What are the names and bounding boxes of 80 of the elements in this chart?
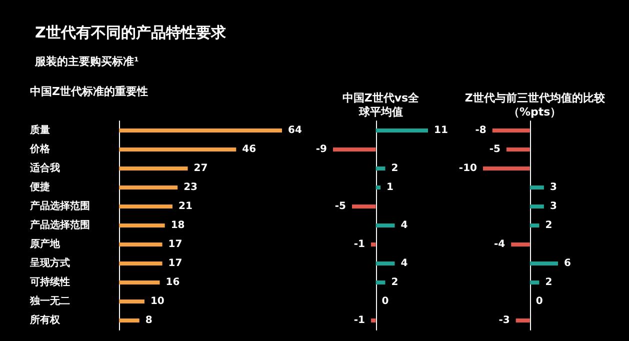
data-label: -10 [458,163,478,174]
bar [530,186,544,190]
data-label: -1 [354,239,366,250]
data-label: -9 [316,144,328,155]
y-tick-label: 所有权 [29,314,61,326]
data-label: 0 [536,296,543,307]
bar [530,224,540,228]
bar [511,242,530,246]
data-label: 2 [545,220,552,231]
chart-title: Z世代有不同的产品特性要求 [35,24,227,42]
bar [119,224,165,228]
chart-subtitle: 服装的主要购买标准¹ [34,55,139,68]
bar [371,242,376,246]
bar [506,148,530,152]
bar [530,262,558,266]
data-label: 0 [382,296,389,307]
y-tick-label: 适合我 [29,162,60,174]
bar [119,204,172,208]
data-label: 3 [550,182,557,193]
data-label: -5 [489,144,500,155]
data-label: 4 [400,258,408,269]
bar [119,128,282,132]
data-label: 4 [400,220,408,231]
chart-title: 中国Z世代vs全球平均值 [342,92,420,118]
text: 中国Z世代标准的重要性 [30,85,148,98]
data-label: 1 [386,182,394,193]
data-label: 2 [391,277,398,288]
bar [119,242,162,246]
chart-title: Z世代与前三世代均值的比较（%pts） [464,92,606,118]
y-tick-label: 独一无二 [29,295,70,307]
bar [492,128,530,132]
bar [119,262,162,266]
data-label: -4 [494,239,506,250]
bar [376,224,395,228]
data-label: 23 [184,182,198,193]
data-label: -3 [498,315,510,326]
y-tick-label: 原产地 [29,238,61,250]
bar [352,204,376,208]
y-tick-label: 质量 [29,124,50,136]
data-label: -8 [475,125,486,136]
data-label: 2 [391,163,398,174]
bar [119,318,140,322]
bar [376,280,386,284]
data-label: 6 [564,258,571,269]
y-tick-label: 可持续性 [29,276,70,288]
y-tick-label: 产品选择范围 [29,219,90,231]
bar [119,300,144,304]
data-label: 3 [550,201,557,212]
bar [119,166,188,170]
bar [119,280,160,284]
bar [376,186,380,190]
bar [371,318,376,322]
data-label: 2 [545,277,552,288]
data-label: -5 [334,201,346,212]
y-tick-label: 价格 [29,143,51,155]
data-label: 18 [170,220,185,231]
data-label: 27 [194,163,208,174]
bar [483,166,530,170]
bar [376,128,428,132]
data-label: -1 [354,315,366,326]
data-label: 16 [166,277,180,288]
bar [516,318,530,322]
data-label: 10 [150,296,164,307]
data-label: 64 [288,125,302,136]
y-tick-label: 产品选择范围 [29,200,90,212]
bar [376,262,395,266]
y-tick-label: 呈现方式 [29,257,70,269]
data-label: 8 [145,315,152,326]
bar [376,166,386,170]
data-label: 11 [434,125,448,136]
data-label: 17 [168,239,182,250]
data-label: 46 [242,144,256,155]
data-label: 21 [178,201,192,212]
bar [530,280,540,284]
data-label: 17 [168,258,182,269]
bar [119,148,236,152]
bar [119,186,178,190]
bar [530,204,544,208]
y-tick-label: 便捷 [29,181,50,193]
bar [333,148,376,152]
